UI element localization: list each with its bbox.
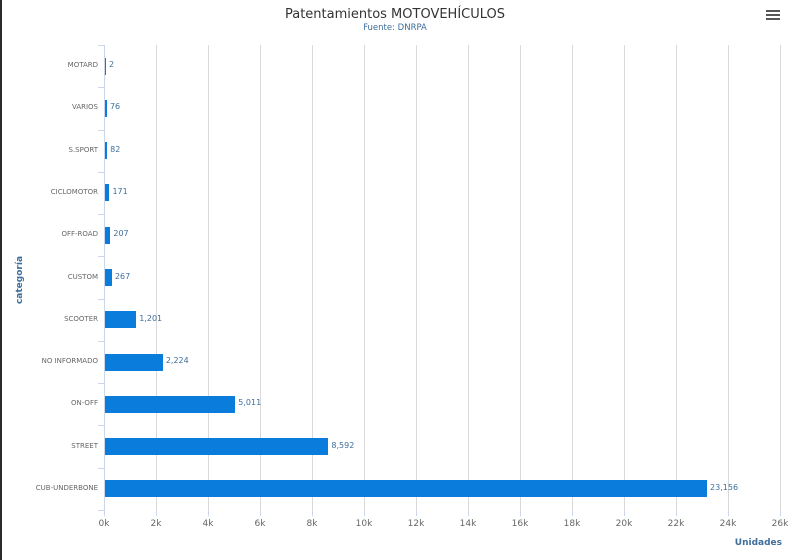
y-tick-mark [98, 425, 104, 427]
y-tick-mark [98, 87, 104, 89]
grid-line [156, 45, 157, 510]
grid-line [312, 45, 313, 510]
category-label: OFF-ROAD [61, 230, 98, 239]
bar-value-label: 5,011 [238, 398, 262, 408]
x-tick-mark [312, 510, 313, 516]
y-tick-mark [98, 45, 104, 46]
x-tick-label: 24k [719, 519, 737, 529]
bar-value-label: 171 [112, 186, 128, 196]
category-label: VARIOS [71, 103, 98, 112]
frame-border [0, 0, 2, 560]
grid-line [416, 45, 417, 510]
bar-value-label: 267 [114, 271, 131, 281]
plot-area: 2 76 82 171 207 267 1,201 2,224 5,011 8,592 23,156 [98, 45, 781, 511]
y-tick-mark [98, 298, 104, 300]
y-tick-mark [98, 256, 104, 258]
y-tick-mark [98, 510, 104, 511]
category-label: ON-OFF [70, 399, 98, 408]
bar-custom[interactable] [105, 269, 112, 286]
x-tick-mark [364, 510, 365, 516]
y-tick-mark [98, 467, 104, 469]
grid-line [468, 45, 469, 510]
grid-line [208, 45, 209, 510]
x-tick-mark [416, 510, 417, 516]
bar-no-informado[interactable] [105, 353, 163, 371]
grid-line [520, 45, 521, 510]
category-label: S.SPORT [68, 145, 98, 154]
x-tick-label: 26k [771, 519, 789, 529]
category-label: NO INFORMADO [41, 357, 98, 366]
category-label: SCOOTER [64, 314, 98, 323]
bar-on-off[interactable] [105, 395, 236, 413]
chart-subtitle: Fuente: DNRPA [363, 23, 427, 33]
x-tick-label: 10k [355, 519, 373, 529]
y-tick-mark [98, 214, 104, 216]
grid-line [572, 45, 573, 510]
y-tick-mark [98, 340, 104, 342]
grid-line [624, 45, 625, 510]
x-tick-label: 16k [511, 519, 529, 529]
x-tick-label: 6k [254, 519, 266, 529]
category-label: CUSTOM [67, 272, 98, 281]
bar-s-sport[interactable] [105, 142, 108, 160]
bar-value-label: 8,592 [331, 440, 355, 450]
x-tick-label: 2k [150, 519, 162, 529]
x-tick-mark [260, 510, 261, 516]
x-tick-mark [780, 510, 781, 516]
bar-value-label: 1,201 [139, 313, 163, 323]
bar-value-label: 2,224 [165, 356, 189, 366]
y-tick-mark [98, 171, 104, 173]
x-tick-mark [156, 510, 157, 516]
bar-varios[interactable] [105, 99, 107, 117]
y-tick-mark [98, 129, 104, 131]
x-tick-mark [572, 510, 573, 516]
category-label: STREET [71, 441, 98, 450]
x-tick-label: 12k [407, 519, 425, 529]
grid-line [676, 45, 677, 510]
x-tick-mark [676, 510, 677, 516]
x-tick-mark [104, 510, 105, 516]
bar-value-label: 2 [109, 60, 115, 70]
bar-off-road[interactable] [105, 226, 111, 244]
x-axis-title: Unidades [734, 538, 782, 548]
bar-value-label: 76 [109, 102, 121, 112]
x-tick-label: 22k [667, 519, 685, 529]
x-tick-label: 4k [202, 519, 214, 529]
bar-cub-underbone[interactable] [105, 480, 708, 498]
grid-line [364, 45, 365, 510]
bar-motard[interactable] [105, 57, 106, 75]
bar-street[interactable] [105, 438, 329, 456]
bar-value-label: 82 [110, 144, 121, 154]
x-tick-label: 14k [459, 519, 477, 529]
category-label: CUB-UNDERBONE [35, 483, 98, 492]
category-label: MOTARD [67, 61, 98, 70]
x-tick-mark [520, 510, 521, 516]
x-tick-mark [728, 510, 729, 516]
grid-line [260, 45, 261, 510]
x-tick-mark [208, 510, 209, 516]
chart-title: Patentamientos MOTOVEHÍCULOS [284, 7, 506, 22]
hamburger-menu-icon[interactable] [766, 10, 780, 22]
grid-line [728, 45, 729, 510]
x-tick-mark [468, 510, 469, 516]
y-tick-mark [98, 383, 104, 385]
category-label: CICLOMOTOR [50, 187, 98, 196]
bar-ciclomotor[interactable] [105, 184, 110, 202]
bar-scooter[interactable] [105, 311, 137, 329]
x-tick-label: 20k [615, 519, 633, 529]
x-tick-label: 8k [306, 519, 318, 529]
bar-value-label: 23,156 [710, 482, 739, 492]
grid-line [780, 45, 781, 510]
x-tick-label: 18k [563, 519, 581, 529]
y-axis-line [104, 45, 105, 510]
y-axis-title: categoría [15, 255, 25, 305]
x-tick-label: 0k [98, 519, 110, 529]
bar-value-label: 207 [113, 229, 129, 239]
x-tick-mark [624, 510, 625, 516]
